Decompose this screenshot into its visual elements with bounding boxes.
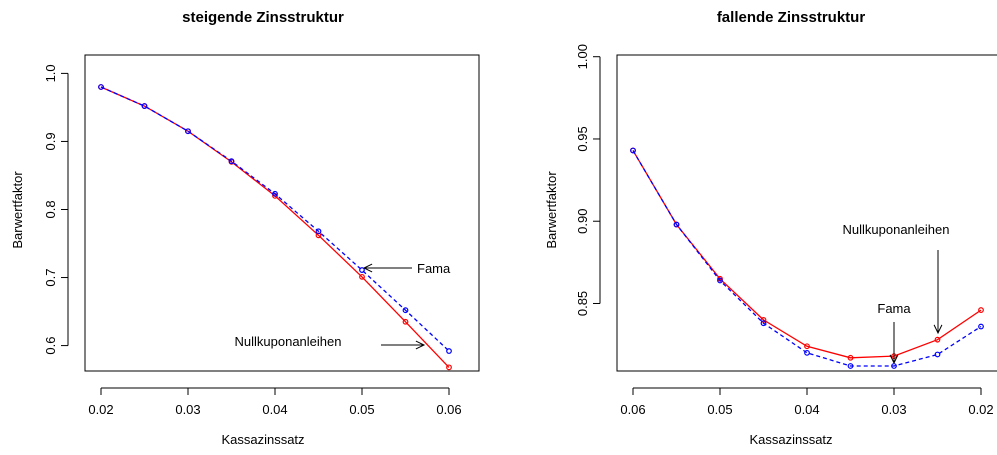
- x-tick-label: 0.05: [707, 402, 732, 417]
- data-point-fama: [141, 103, 148, 109]
- series-layer: [98, 84, 452, 371]
- y-tick-label: 0.90: [575, 209, 590, 234]
- x-tick-label: 0.02: [88, 402, 113, 417]
- series-line-fama: [632, 150, 982, 367]
- data-point-fama: [934, 351, 941, 358]
- x-tick-label: 0.03: [881, 402, 906, 417]
- data-point-fama: [717, 277, 723, 284]
- chart-title: fallende Zinsstruktur: [717, 9, 866, 26]
- y-tick-label: 0.8: [43, 200, 58, 218]
- plot-frame: [616, 54, 997, 372]
- data-point-fama: [630, 147, 636, 154]
- y-tick-label: 0.95: [575, 126, 590, 151]
- data-point-fama: [185, 128, 191, 135]
- data-point-nullkupon: [934, 336, 941, 343]
- series-line-nullkupon: [100, 86, 450, 368]
- x-axis: 0.02 0.03 0.04 0.05 0.06: [88, 387, 462, 417]
- y-axis: 0.6 0.7 0.8 0.9 1.0: [43, 64, 69, 355]
- data-point-nullkupon: [359, 273, 365, 280]
- chart-panel-left: steigende Zinsstruktur Kassazinssatz Bar…: [10, 9, 480, 447]
- y-tick-label: 1.0: [43, 64, 58, 82]
- y-tick-label: 0.9: [43, 132, 58, 150]
- plot-frame: [84, 54, 480, 372]
- x-tick-label: 0.05: [349, 402, 374, 417]
- annotation-arrowhead: [415, 340, 426, 350]
- x-tick-label: 0.06: [620, 402, 645, 417]
- x-tick-label: 0.03: [175, 402, 200, 417]
- y-tick-label: 0.6: [43, 337, 58, 355]
- data-point-nullkupon: [978, 307, 984, 313]
- data-point-nullkupon: [847, 354, 854, 361]
- data-point-fama: [228, 158, 235, 165]
- data-point-nullkupon: [760, 317, 767, 323]
- y-axis: 0.85 0.90 0.95 1.00: [575, 44, 601, 316]
- x-axis-label: Kassazinssatz: [221, 432, 304, 447]
- data-point-fama: [804, 349, 810, 356]
- y-axis-label: Barwertfaktor: [544, 171, 559, 249]
- y-tick-label: 0.7: [43, 268, 58, 286]
- annotation-layer: Fama Nullkuponanleihen: [235, 261, 451, 350]
- data-point-fama: [673, 221, 680, 228]
- series-layer: [630, 147, 984, 369]
- data-point-nullkupon: [402, 318, 409, 325]
- y-tick-label: 1.00: [575, 44, 590, 69]
- annotation-arrowhead: [362, 263, 373, 273]
- data-point-fama: [98, 84, 104, 90]
- data-point-fama: [978, 323, 984, 330]
- annotation-label: Nullkuponanleihen: [235, 334, 342, 349]
- data-point-fama: [847, 363, 854, 369]
- x-tick-label: 0.04: [794, 402, 819, 417]
- data-point-fama: [760, 320, 767, 327]
- data-point-fama: [402, 307, 409, 314]
- data-point-fama: [315, 228, 322, 235]
- chart-panel-right: fallende Zinsstruktur Kassazinssatz Barw…: [544, 9, 997, 447]
- y-tick-label: 0.85: [575, 291, 590, 316]
- annotation-layer: Fama Nullkuponanleihen: [843, 222, 950, 365]
- x-tick-label: 0.02: [968, 402, 993, 417]
- annotation-arrowhead: [933, 324, 943, 335]
- data-point-fama: [446, 348, 452, 354]
- annotation-arrowhead: [889, 354, 899, 365]
- x-tick-label: 0.04: [262, 402, 287, 417]
- series-line-nullkupon: [632, 150, 982, 359]
- data-point-fama: [359, 267, 365, 273]
- annotation-label: Nullkuponanleihen: [843, 222, 950, 237]
- chart-title: steigende Zinsstruktur: [182, 9, 344, 26]
- x-tick-label: 0.06: [436, 402, 461, 417]
- x-axis-label: Kassazinssatz: [749, 432, 832, 447]
- x-axis: 0.06 0.05 0.04 0.03 0.02: [620, 387, 994, 417]
- data-point-nullkupon: [446, 364, 452, 371]
- annotation-label: Fama: [417, 261, 451, 276]
- data-point-fama: [272, 190, 278, 197]
- y-axis-label: Barwertfaktor: [10, 171, 25, 249]
- series-line-fama: [100, 86, 450, 352]
- annotation-label: Fama: [877, 301, 911, 316]
- data-point-nullkupon: [804, 343, 810, 350]
